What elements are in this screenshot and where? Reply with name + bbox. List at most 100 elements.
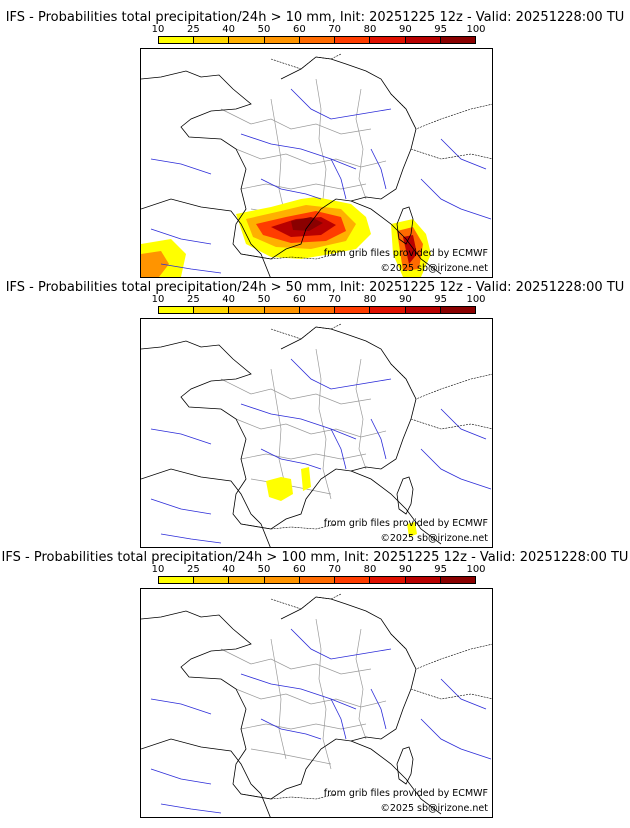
- country-border: [270, 53, 342, 70]
- colorbar-tick-label: 60: [292, 564, 306, 575]
- coastline: [141, 596, 417, 800]
- region-boundary: [235, 688, 387, 708]
- panel-100mm: IFS - Probabilities total precipitation/…: [0, 540, 630, 818]
- colorbar-segment: [335, 37, 371, 43]
- country-border: [270, 593, 342, 610]
- river: [440, 678, 487, 710]
- river: [150, 228, 212, 245]
- colorbar-tick-label: 40: [222, 564, 236, 575]
- colorbar-segment: [335, 307, 371, 313]
- coastline-spain: [141, 468, 271, 547]
- panel-title: IFS - Probabilities total precipitation/…: [5, 10, 625, 25]
- colorbar-segment: [194, 307, 230, 313]
- region-boundary: [315, 618, 332, 770]
- colorbar-tick-label: 90: [398, 564, 412, 575]
- colorbar-tick-label: 50: [257, 564, 271, 575]
- river: [150, 768, 212, 785]
- colorbar-tick-label: 95: [434, 564, 448, 575]
- colorbar-tick-label: 10: [151, 564, 165, 575]
- colorbar-tick-label: 90: [398, 24, 412, 35]
- colorbar-tick-label: 70: [328, 564, 342, 575]
- region-boundary: [355, 88, 367, 200]
- river: [260, 448, 322, 470]
- panel-10mm: IFS - Probabilities total precipitation/…: [0, 0, 630, 278]
- region-boundary: [355, 358, 367, 470]
- river: [440, 408, 487, 440]
- colorbar-tick-label: 70: [328, 294, 342, 305]
- country-border: [390, 363, 492, 400]
- colorbar-tick-label: 100: [466, 294, 486, 305]
- colorbar-tick-label: 95: [434, 294, 448, 305]
- river: [150, 698, 212, 715]
- colorbar-tick-label: 25: [186, 24, 200, 35]
- river: [420, 178, 492, 220]
- colorbar-ticks: 10 25 40 50 60 70 80 90 95 100: [152, 564, 486, 576]
- country-border: [240, 253, 337, 260]
- colorbar-segment: [405, 37, 441, 43]
- precip-area: [301, 467, 311, 491]
- colorbar-tick-label: 80: [363, 24, 377, 35]
- region-boundary: [270, 98, 287, 220]
- country-border: [410, 418, 492, 430]
- river: [370, 148, 387, 190]
- corsica-outline: [396, 476, 414, 515]
- colorbar-tick-label: 70: [328, 24, 342, 35]
- region-boundary: [240, 723, 367, 730]
- coastline-italy: [350, 470, 442, 545]
- colorbar-tick-label: 25: [186, 564, 200, 575]
- colorbar-tick-label: 100: [466, 24, 486, 35]
- colorbar-segment: [264, 307, 300, 313]
- coastline-spain: [141, 738, 271, 817]
- colorbar-tick-label: 90: [398, 294, 412, 305]
- region-boundary: [235, 418, 387, 438]
- colorbar-segment: [299, 37, 336, 43]
- precip-area: [141, 251, 169, 277]
- region-boundary: [220, 648, 372, 675]
- colorbar-segment: [405, 577, 441, 583]
- panel-title: IFS - Probabilities total precipitation/…: [5, 280, 625, 295]
- country-border: [410, 148, 492, 160]
- region-boundary: [315, 348, 332, 500]
- coastline: [141, 56, 417, 260]
- colorbar-segment: [159, 37, 195, 43]
- coastline-italy: [350, 740, 442, 815]
- country-border: [240, 793, 337, 800]
- precip-area: [407, 522, 417, 537]
- colorbar-segment: [194, 577, 230, 583]
- colorbar-segment: [370, 577, 406, 583]
- river: [160, 533, 222, 544]
- river: [150, 498, 212, 515]
- river: [420, 718, 492, 760]
- map-layer: [141, 593, 492, 817]
- country-border: [390, 633, 492, 670]
- colorbar-ticks: 10 25 40 50 60 70 80 90 95 100: [152, 294, 486, 306]
- colorbar: [158, 36, 476, 44]
- colorbar-tick-label: 95: [434, 24, 448, 35]
- colorbar-segment: [229, 577, 265, 583]
- region-boundary: [240, 183, 367, 190]
- colorbar-segment: [229, 307, 265, 313]
- copyright-credit: ©2025 sb@irizone.net: [380, 533, 488, 544]
- colorbar-tick-label: 10: [151, 24, 165, 35]
- colorbar-segment: [264, 577, 300, 583]
- country-border: [410, 688, 492, 700]
- precip-area: [266, 477, 293, 501]
- river: [160, 803, 222, 814]
- colorbar: [158, 306, 476, 314]
- coastline-spain: [141, 198, 271, 277]
- river: [370, 688, 387, 730]
- colorbar-segment: [194, 37, 230, 43]
- colorbar-segment: [440, 37, 475, 43]
- map-10mm: from grib files provided by ECMWF ©2025 …: [140, 48, 493, 278]
- colorbar-tick-label: 40: [222, 24, 236, 35]
- colorbar-tick-label: 40: [222, 294, 236, 305]
- region-boundary: [355, 628, 367, 740]
- colorbar-tick-label: 10: [151, 294, 165, 305]
- colorbar-tick-label: 80: [363, 564, 377, 575]
- colorbar-tick-label: 100: [466, 564, 486, 575]
- river: [330, 698, 347, 740]
- river: [290, 358, 392, 390]
- river: [150, 428, 212, 445]
- country-border: [390, 93, 492, 130]
- colorbar-segment: [264, 37, 300, 43]
